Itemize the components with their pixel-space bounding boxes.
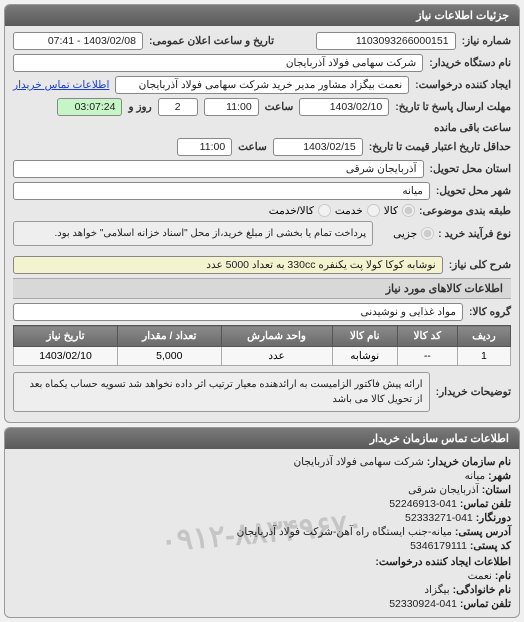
- c-phone-label: تلفن تماس:: [460, 498, 511, 510]
- col-unit: واحد شمارش: [221, 326, 332, 347]
- reply-date-value: 1403/02/10: [299, 98, 389, 116]
- announce-label: تاریخ و ساعت اعلان عمومی:: [149, 35, 274, 47]
- r-phone-label: تلفن تماس:: [460, 598, 511, 610]
- remain-time-value: 03:07:24: [57, 98, 122, 116]
- radio-goods-service-label: کالا/خدمت: [269, 205, 314, 217]
- req-info-title: اطلاعات ایجاد کننده درخواست:: [13, 555, 511, 569]
- overall-desc-label: شرح کلی نیاز:: [449, 259, 511, 271]
- delivery-city-value: میانه: [13, 182, 430, 200]
- c-org-label: نام سازمان خریدار:: [427, 456, 511, 468]
- goods-table: ردیف کد کالا نام کالا واحد شمارش تعداد /…: [13, 325, 511, 366]
- col-row: ردیف: [457, 326, 510, 347]
- price-valid-label: حداقل تاریخ اعتبار قیمت تا تاریخ:: [369, 141, 511, 153]
- days-value: 2: [158, 98, 198, 116]
- col-name: نام کالا: [332, 326, 397, 347]
- c-fax-value: 041-52333271: [405, 512, 473, 524]
- need-details-panel: جزئیات اطلاعات نیاز شماره نیاز: 11030932…: [4, 4, 520, 423]
- radio-goods-service: [318, 204, 331, 217]
- buyer-notes-value: ارائه پیش فاکتور الزامیست به ارائدهنده م…: [13, 372, 430, 412]
- c-org-value: شرکت سهامی فولاد آذربایجان: [293, 456, 423, 468]
- need-no-label: شماره نیاز:: [462, 35, 511, 47]
- radio-service-label: خدمت: [335, 205, 363, 217]
- overall-desc-value: نوشابه کوکا کولا پت یکنفره 330cc به تعدا…: [13, 256, 443, 274]
- price-valid-date: 1403/02/15: [273, 138, 363, 156]
- buyer-org-label: نام دستگاه خریدار:: [429, 57, 511, 69]
- buyer-contact-link[interactable]: اطلاعات تماس خریدار: [13, 79, 109, 91]
- c-city-label: شهر:: [488, 470, 511, 482]
- cell-date: 1403/02/10: [14, 347, 118, 366]
- cell-code: --: [397, 347, 457, 366]
- reply-deadline-label: مهلت ارسال پاسخ تا تاریخ:: [395, 101, 511, 113]
- radio-goods-label: کالا: [384, 205, 398, 217]
- remain-label: ساعت باقی مانده: [434, 122, 511, 134]
- c-city-value: میانه: [465, 470, 486, 482]
- contact-panel-header: اطلاعات تماس سازمان خریدار: [5, 428, 519, 449]
- c-phone-value: 041-52246913: [389, 498, 457, 510]
- radio-goods: [402, 204, 415, 217]
- buyer-notes-label: توضیحات خریدار:: [436, 386, 511, 398]
- req-creator-label: ایجاد کننده درخواست:: [415, 79, 511, 91]
- c-post-label: کد پستی:: [470, 540, 511, 552]
- r-name-value: نعمت: [468, 570, 492, 582]
- delivery-prov-label: استان محل تحویل:: [430, 163, 511, 175]
- contact-body: نام سازمان خریدار: شرکت سهامی فولاد آذرب…: [5, 449, 519, 617]
- c-post-value: 5346179111: [410, 540, 467, 552]
- r-family-value: بیگزاد: [424, 584, 449, 596]
- col-date: تاریخ نیاز: [14, 326, 118, 347]
- goods-group-value: مواد غذایی و نوشیدنی: [13, 303, 463, 321]
- c-prov-value: آذربایجان شرقی: [408, 484, 479, 496]
- c-fax-label: دورنگار:: [476, 512, 511, 524]
- cell-qty: 5,000: [118, 347, 222, 366]
- r-phone-value: 041-52330924: [389, 598, 457, 610]
- radio-minor: [421, 227, 434, 240]
- subject-type-label: طبقه بندی موضوعی:: [419, 205, 511, 217]
- goods-group-label: گروه کالا:: [469, 306, 511, 318]
- announce-value: 1403/02/08 - 07:41: [13, 32, 143, 50]
- contact-panel: اطلاعات تماس سازمان خریدار نام سازمان خر…: [4, 427, 520, 618]
- cell-unit: عدد: [221, 347, 332, 366]
- hour-label-2: ساعت: [238, 141, 267, 153]
- cell-row: 1: [457, 347, 510, 366]
- col-qty: تعداد / مقدار: [118, 326, 222, 347]
- r-family-label: نام خانوادگی:: [453, 584, 511, 596]
- col-code: کد کالا: [397, 326, 457, 347]
- delivery-city-label: شهر محل تحویل:: [436, 185, 511, 197]
- price-valid-hour: 11:00: [177, 138, 232, 156]
- payment-note: پرداخت تمام یا بخشی از مبلغ خرید،از محل …: [13, 221, 373, 246]
- buyer-org-value: شرکت سهامی فولاد آذربایجان: [13, 54, 423, 72]
- c-addr-value: میانه-جنب ایستگاه راه آهن-شرکت فولاد آذر…: [237, 526, 452, 538]
- days-label: روز و: [128, 101, 151, 113]
- delivery-prov-value: آذربایجان شرقی: [13, 160, 424, 178]
- r-name-label: نام:: [495, 570, 511, 582]
- need-no-value: 1103093266000151: [316, 32, 456, 50]
- panel-body: شماره نیاز: 1103093266000151 تاریخ و ساع…: [5, 26, 519, 422]
- c-addr-label: آدرس پستی:: [455, 526, 511, 538]
- c-prov-label: استان:: [482, 484, 511, 496]
- reply-hour-value: 11:00: [204, 98, 259, 116]
- cell-name: نوشابه: [332, 347, 397, 366]
- table-row: 1 -- نوشابه عدد 5,000 1403/02/10: [14, 347, 511, 366]
- panel-header: جزئیات اطلاعات نیاز: [5, 5, 519, 26]
- hour-label-1: ساعت: [265, 101, 294, 113]
- buy-process-label: نوع فرآیند خرید :: [438, 228, 511, 240]
- goods-info-title: اطلاعات کالاهای مورد نیاز: [13, 278, 511, 299]
- radio-minor-label: جزیی: [393, 228, 417, 240]
- req-creator-value: نعمت بیگزاد مشاور مدیر خرید شرکت سهامی ف…: [115, 76, 409, 94]
- radio-service: [367, 204, 380, 217]
